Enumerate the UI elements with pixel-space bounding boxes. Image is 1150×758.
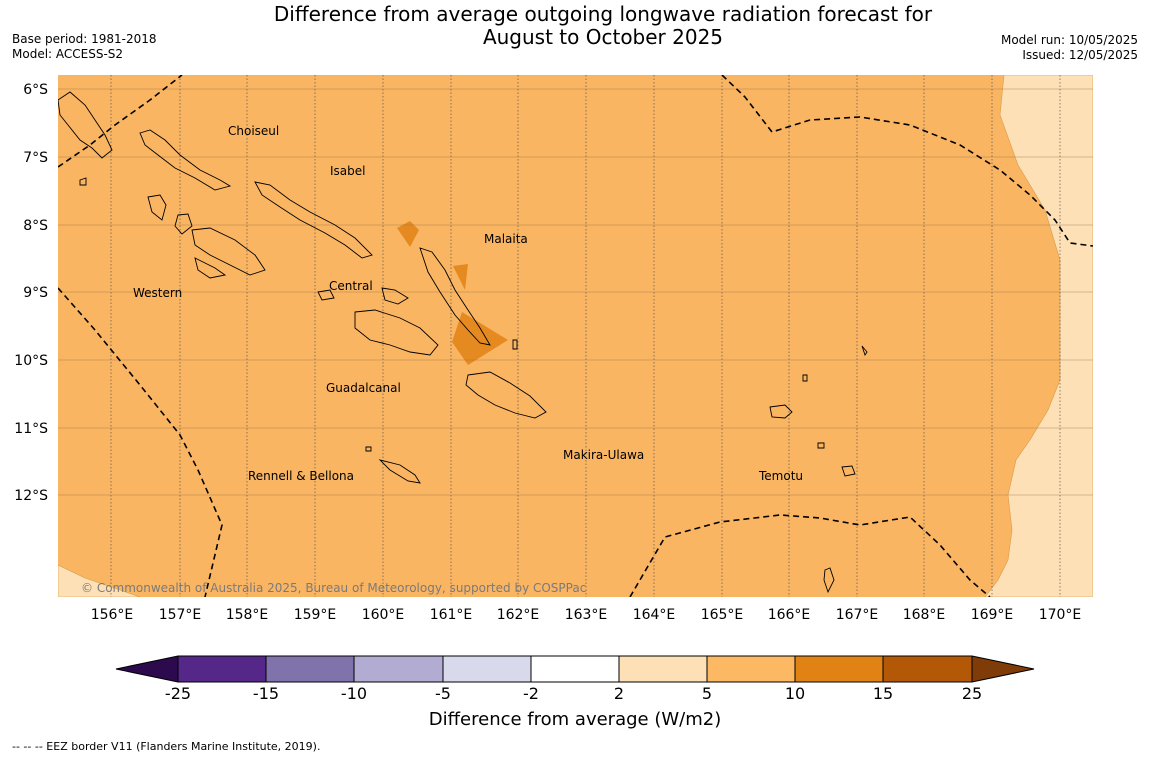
colorbar-tick-label: 15 (872, 684, 894, 703)
fill-10-15-patch-1 (397, 221, 419, 247)
model-run-text: Model run: 10/05/2025 (1000, 33, 1138, 47)
lon-label: 164°E (633, 607, 676, 623)
lat-label: 6°S (23, 82, 48, 98)
base-period-text: Base period: 1981-2018 (12, 32, 157, 46)
lon-label: 165°E (701, 607, 744, 623)
lon-axis-labels: 156°E 157°E 158°E 159°E 160°E 161°E 162°… (91, 607, 1082, 623)
title-line-1: Difference from average outgoing longwav… (273, 2, 933, 26)
label-guadalcanal: Guadalcanal (326, 381, 401, 395)
lat-label: 11°S (14, 421, 48, 437)
meridian-lines (110, 75, 1061, 597)
lon-label: 163°E (565, 607, 608, 623)
fill-2-5-east (984, 75, 1093, 597)
colorbar-swatch (178, 656, 266, 682)
lon-label: 167°E (836, 607, 879, 623)
chart-title: Difference from average outgoing longwav… (190, 3, 1016, 49)
colorbar-tick-label: 5 (701, 684, 713, 703)
lon-label: 159°E (294, 607, 337, 623)
label-choiseul: Choiseul (228, 124, 279, 138)
colorbar-swatch (707, 656, 795, 682)
province-labels: Choiseul Isabel Malaita Western Central … (133, 124, 803, 483)
label-isabel: Isabel (330, 164, 365, 178)
lat-axis-labels: 6°S 7°S 8°S 9°S 10°S 11°S 12°S (14, 82, 48, 504)
colorbar-swatch (266, 656, 354, 682)
colorbar-tick-label: -2 (523, 684, 539, 703)
lon-label: 156°E (91, 607, 134, 623)
colorbar-swatch (795, 656, 883, 682)
lat-label: 8°S (23, 218, 48, 234)
issued-text: Issued: 12/05/2025 (1022, 48, 1138, 62)
eez-legend-note: -- -- -- EEZ border V11 (Flanders Marine… (12, 740, 321, 753)
label-rennell-bellona: Rennell & Bellona (248, 469, 354, 483)
lon-label: 157°E (159, 607, 202, 623)
lon-label: 161°E (430, 607, 473, 623)
meta-right: Model run: 10/05/2025 Issued: 12/05/2025 (1001, 33, 1138, 63)
lon-label: 169°E (971, 607, 1014, 623)
fill-2-5-southwest (58, 564, 141, 597)
colorbar-tick-label: -10 (340, 684, 368, 703)
copyright-text: © Commonwealth of Australia 2025, Bureau… (81, 581, 586, 595)
colorbar-arrow-high (972, 656, 1034, 682)
colorbar-outline (115, 655, 1035, 683)
colorbar-title: Difference from average (W/m2) (428, 709, 722, 730)
label-western: Western (133, 286, 182, 300)
label-temotu: Temotu (758, 469, 803, 483)
colorbar-tick-label: 10 (784, 684, 806, 703)
lon-label: 166°E (768, 607, 811, 623)
fill-10-15-patch-3 (452, 312, 508, 365)
colorbar (115, 655, 1035, 683)
title-line-2: August to October 2025 (482, 25, 724, 49)
colorbar-arrow-low (116, 656, 178, 682)
lat-label: 9°S (23, 285, 48, 301)
colorbar-tick-label: -15 (252, 684, 280, 703)
parallel-lines (58, 88, 1093, 496)
colorbar-swatch (443, 656, 531, 682)
eez-borders (58, 75, 1093, 597)
map-area: Choiseul Isabel Malaita Western Central … (58, 75, 1093, 597)
label-central: Central (329, 279, 373, 293)
colorbar-swatch (883, 656, 972, 682)
colorbar-tick-label: -25 (164, 684, 192, 703)
lat-label: 10°S (14, 353, 48, 369)
lon-label: 158°E (226, 607, 269, 623)
fill-5-10 (58, 75, 1093, 597)
colorbar-tick-label: 2 (613, 684, 625, 703)
colorbar-swatch (354, 656, 443, 682)
colorbar-swatch (619, 656, 707, 682)
meta-left: Base period: 1981-2018 Model: ACCESS-S2 (12, 32, 157, 62)
coastlines (58, 91, 868, 594)
lon-label: 160°E (362, 607, 405, 623)
lat-label: 12°S (14, 488, 48, 504)
lon-label: 168°E (903, 607, 946, 623)
lon-label: 170°E (1039, 607, 1082, 623)
lat-label: 7°S (23, 150, 48, 166)
colorbar-tick-label: 25 (961, 684, 983, 703)
label-malaita: Malaita (484, 232, 528, 246)
model-text: Model: ACCESS-S2 (12, 47, 124, 61)
lon-label: 162°E (497, 607, 540, 623)
label-makira-ulawa: Makira-Ulawa (563, 448, 644, 462)
fill-10-15-patch-2 (453, 264, 468, 290)
colorbar-swatch (531, 656, 619, 682)
colorbar-tick-label: -5 (435, 684, 451, 703)
